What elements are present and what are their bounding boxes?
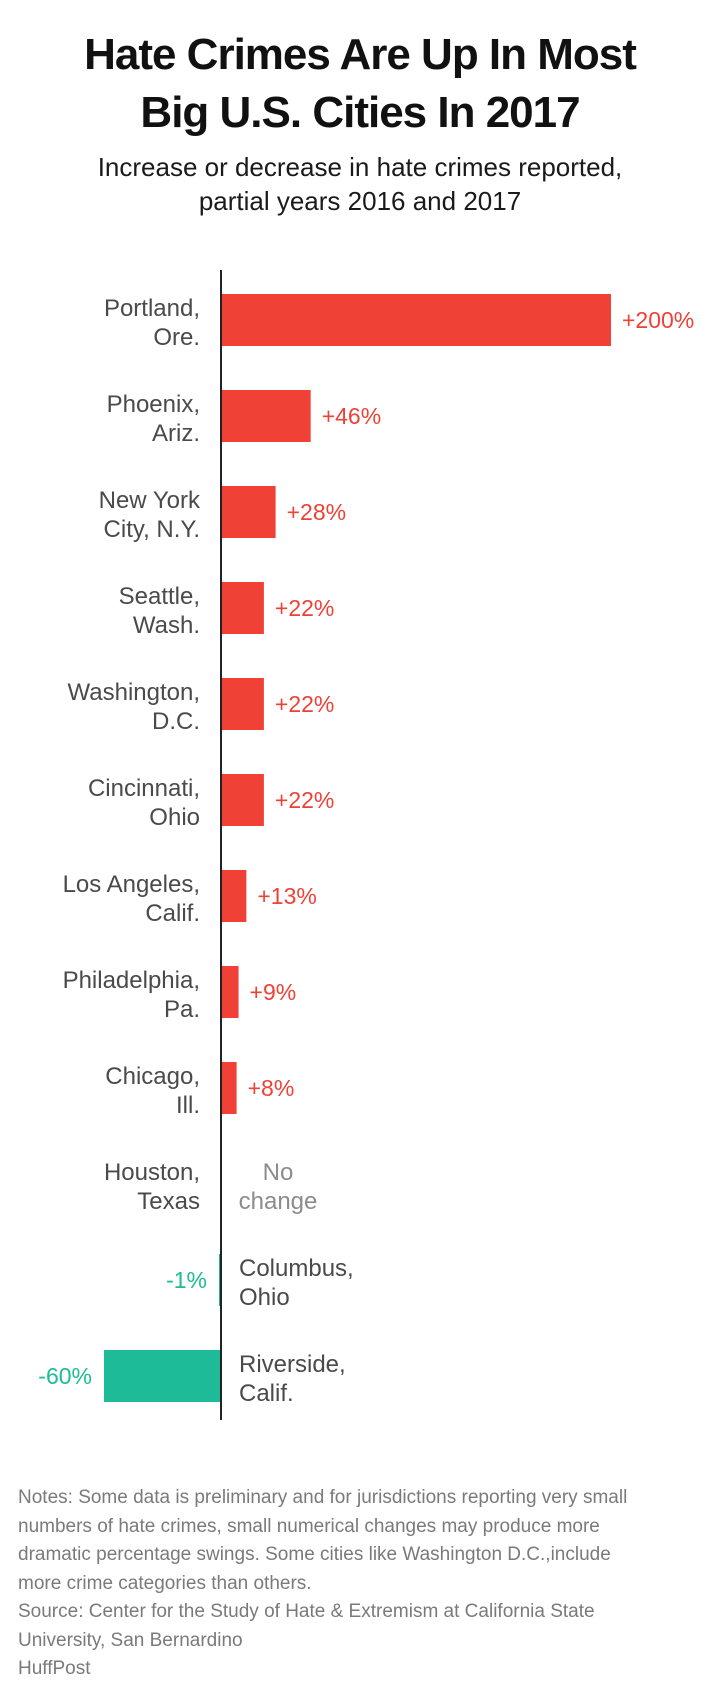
category-label-4-line-2: D.C.	[152, 708, 200, 735]
category-label-10-line-1: Columbus,	[239, 1255, 354, 1282]
notes-line-4: more crime categories than others.	[18, 1572, 312, 1594]
value-label-0: +200%	[622, 307, 694, 333]
category-label-10-line-2: Ohio	[239, 1284, 290, 1311]
notes-line-3: dramatic percentage swings. Some cities …	[18, 1544, 611, 1565]
bar-6	[221, 870, 247, 922]
no-change-label-line-2: change	[239, 1188, 318, 1215]
category-label-5: Cincinnati, Ohio	[88, 775, 200, 831]
chart-subtitle-line-2: partial years 2016 and 2017	[198, 186, 522, 216]
category-label-0: Portland, Ore.	[104, 295, 200, 351]
no-change-label: No change	[239, 1159, 318, 1215]
chart-notes: Notes: Some data is preliminary and for …	[18, 1484, 708, 1684]
value-label-7: +9%	[250, 979, 297, 1005]
hate-crimes-bar-chart: Portland, Ore. +200% Phoenix, Ariz. +46% New Y…	[38, 270, 694, 1420]
no-change-label-line-1: No	[263, 1159, 294, 1186]
value-label-1: +46%	[322, 403, 381, 429]
category-label-3-line-1: Seattle,	[119, 583, 200, 610]
bar-0	[221, 294, 611, 346]
credit: HuffPost	[18, 1658, 91, 1679]
chart-title: Hate Crimes Are Up In Most Big U.S. Citi…	[0, 26, 720, 142]
category-label-7-line-2: Pa.	[164, 996, 200, 1023]
category-label-3-line-2: Wash.	[133, 612, 200, 639]
value-label-8: +8%	[248, 1075, 295, 1101]
category-label-2-line-2: City, N.Y.	[104, 516, 200, 543]
category-label-4-line-1: Washington,	[67, 679, 200, 706]
category-label-0-line-2: Ore.	[153, 324, 200, 351]
bar-7	[221, 966, 239, 1018]
value-label-6: +13%	[257, 883, 316, 909]
bar-11	[104, 1350, 221, 1402]
category-label-8-line-2: Ill.	[176, 1092, 200, 1119]
category-label-1: Phoenix, Ariz.	[107, 391, 200, 447]
source-line-2: University, San Bernardino	[18, 1629, 243, 1651]
notes-line-1: Notes: Some data is preliminary and for …	[18, 1487, 628, 1508]
category-label-7-line-1: Philadelphia,	[63, 967, 200, 994]
bar-1	[221, 390, 311, 442]
category-label-5-line-1: Cincinnati,	[88, 775, 200, 802]
category-label-9: Houston, Texas	[104, 1159, 200, 1215]
source-line-1: Source: Center for the Study of Hate & E…	[18, 1601, 595, 1622]
bar-8	[221, 1062, 237, 1114]
category-label-5-line-2: Ohio	[149, 804, 200, 831]
category-label-3: Seattle, Wash.	[119, 583, 200, 639]
chart-title-line-1: Hate Crimes Are Up In Most	[84, 30, 637, 79]
category-label-6: Los Angeles, Calif.	[63, 871, 200, 927]
category-label-9-line-1: Houston,	[104, 1159, 200, 1186]
chart-subtitle: Increase or decrease in hate crimes repo…	[0, 150, 720, 218]
category-label-11-line-2: Calif.	[239, 1380, 294, 1407]
category-label-9-line-2: Texas	[137, 1188, 200, 1215]
value-label-11: -60%	[38, 1363, 92, 1389]
category-label-10: Columbus, Ohio	[239, 1255, 354, 1311]
category-label-6-line-1: Los Angeles,	[63, 871, 200, 898]
category-label-8: Chicago, Ill.	[105, 1063, 200, 1119]
value-label-3: +22%	[275, 595, 334, 621]
bar-5	[221, 774, 264, 826]
category-label-1-line-1: Phoenix,	[107, 391, 200, 418]
category-label-11: Riverside, Calif.	[239, 1351, 346, 1407]
chart-title-line-2: Big U.S. Cities In 2017	[140, 88, 580, 137]
category-label-8-line-1: Chicago,	[105, 1063, 200, 1090]
category-label-11-line-1: Riverside,	[239, 1351, 346, 1378]
category-label-0-line-1: Portland,	[104, 295, 200, 322]
category-label-4: Washington, D.C.	[67, 679, 200, 735]
category-label-1-line-2: Ariz.	[152, 420, 200, 447]
category-label-2: New York City, N.Y.	[99, 487, 201, 543]
value-label-5: +22%	[275, 787, 334, 813]
notes-line-2: numbers of hate crimes, small numerical …	[18, 1515, 600, 1537]
value-label-2: +28%	[287, 499, 346, 525]
bar-3	[221, 582, 264, 634]
category-label-7: Philadelphia, Pa.	[63, 967, 200, 1023]
chart-subtitle-line-1: Increase or decrease in hate crimes repo…	[97, 152, 623, 182]
bar-4	[221, 678, 264, 730]
value-label-4: +22%	[275, 691, 334, 717]
category-label-2-line-1: New York	[99, 487, 201, 514]
bar-2	[221, 486, 276, 538]
category-label-6-line-2: Calif.	[145, 900, 200, 927]
value-label-10: -1%	[166, 1267, 207, 1293]
